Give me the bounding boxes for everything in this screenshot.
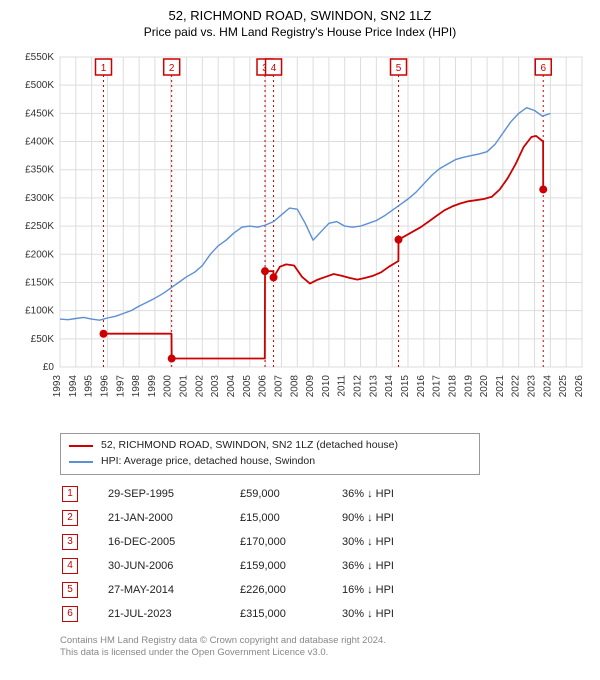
svg-text:1995: 1995: [84, 375, 95, 398]
svg-text:£250K: £250K: [25, 221, 54, 232]
svg-text:2018: 2018: [447, 375, 458, 398]
svg-text:4: 4: [271, 63, 277, 74]
svg-text:2001: 2001: [179, 375, 190, 398]
table-row: 2 21-JAN-2000£15,00090% ↓ HPI: [62, 507, 462, 529]
svg-text:2019: 2019: [463, 375, 474, 398]
transaction-number-box: 4: [62, 558, 78, 574]
svg-text:2023: 2023: [527, 375, 538, 398]
svg-text:2009: 2009: [305, 375, 316, 398]
price-chart: £0 £50K £100K £150K £200K £250K £300K £350K £400…: [12, 47, 588, 427]
legend-label: HPI: Average price, detached house, Swin…: [101, 454, 315, 470]
svg-text:2015: 2015: [400, 375, 411, 398]
table-row: 5 27-MAY-2014£226,00016% ↓ HPI: [62, 579, 462, 601]
svg-text:2: 2: [169, 63, 175, 74]
legend-label: 52, RICHMOND ROAD, SWINDON, SN2 1LZ (det…: [101, 438, 398, 454]
svg-text:2020: 2020: [479, 375, 490, 398]
transaction-date: 30-JUN-2006: [108, 555, 238, 577]
table-row: 3 16-DEC-2005£170,00030% ↓ HPI: [62, 531, 462, 553]
svg-text:1994: 1994: [68, 375, 79, 398]
transaction-number-box: 6: [62, 606, 78, 622]
legend-swatch: [69, 445, 93, 447]
svg-text:1999: 1999: [147, 375, 158, 398]
svg-text:2021: 2021: [495, 375, 506, 398]
transaction-date: 29-SEP-1995: [108, 483, 238, 505]
svg-text:1993: 1993: [52, 375, 63, 398]
transaction-price: £15,000: [240, 507, 340, 529]
transactions-table: 129-SEP-1995£59,00036% ↓ HPI221-JAN-2000…: [60, 481, 464, 627]
svg-text:2012: 2012: [353, 375, 364, 398]
transaction-price: £59,000: [240, 483, 340, 505]
svg-text:1998: 1998: [131, 375, 142, 398]
transaction-hpi-delta: 36% ↓ HPI: [342, 483, 462, 505]
chart-title: 52, RICHMOND ROAD, SWINDON, SN2 1LZ: [12, 8, 588, 23]
legend-swatch: [69, 461, 93, 463]
svg-text:£400K: £400K: [25, 137, 54, 148]
legend-item: 52, RICHMOND ROAD, SWINDON, SN2 1LZ (det…: [69, 438, 471, 454]
transaction-number-box: 2: [62, 510, 78, 526]
svg-text:£450K: £450K: [25, 108, 54, 119]
svg-text:£50K: £50K: [31, 334, 55, 345]
svg-text:1: 1: [101, 63, 107, 74]
chart-subtitle: Price paid vs. HM Land Registry's House …: [12, 25, 588, 39]
transaction-hpi-delta: 30% ↓ HPI: [342, 531, 462, 553]
transaction-price: £226,000: [240, 579, 340, 601]
transaction-hpi-delta: 16% ↓ HPI: [342, 579, 462, 601]
svg-text:2022: 2022: [511, 375, 522, 398]
footer-attribution: Contains HM Land Registry data © Crown c…: [60, 635, 588, 660]
svg-text:2014: 2014: [384, 375, 395, 398]
transaction-number-box: 1: [62, 486, 78, 502]
svg-text:1996: 1996: [99, 375, 110, 398]
svg-text:2016: 2016: [416, 375, 427, 398]
legend-item: HPI: Average price, detached house, Swin…: [69, 454, 471, 470]
svg-text:£150K: £150K: [25, 277, 54, 288]
svg-text:£300K: £300K: [25, 193, 54, 204]
svg-text:2006: 2006: [258, 375, 269, 398]
chart-area: £0 £50K £100K £150K £200K £250K £300K £350K £400…: [12, 47, 588, 427]
svg-text:2010: 2010: [321, 375, 332, 398]
transaction-date: 21-JAN-2000: [108, 507, 238, 529]
transaction-number-box: 5: [62, 582, 78, 598]
svg-text:2024: 2024: [542, 375, 553, 398]
transaction-hpi-delta: 30% ↓ HPI: [342, 603, 462, 625]
svg-text:2005: 2005: [242, 375, 253, 398]
transaction-date: 16-DEC-2005: [108, 531, 238, 553]
footer-line-1: Contains HM Land Registry data © Crown c…: [60, 635, 588, 647]
svg-text:2007: 2007: [273, 375, 284, 398]
svg-text:£100K: £100K: [25, 306, 54, 317]
transaction-date: 27-MAY-2014: [108, 579, 238, 601]
svg-text:5: 5: [396, 63, 402, 74]
svg-text:2008: 2008: [289, 375, 300, 398]
footer-line-2: This data is licensed under the Open Gov…: [60, 647, 588, 659]
svg-text:2025: 2025: [558, 375, 569, 398]
transaction-price: £159,000: [240, 555, 340, 577]
svg-text:2017: 2017: [432, 375, 443, 398]
svg-text:£350K: £350K: [25, 165, 54, 176]
table-row: 1 29-SEP-1995£59,00036% ↓ HPI: [62, 483, 462, 505]
transaction-date: 21-JUL-2023: [108, 603, 238, 625]
svg-text:2003: 2003: [210, 375, 221, 398]
table-row: 4 30-JUN-2006£159,00036% ↓ HPI: [62, 555, 462, 577]
svg-text:6: 6: [540, 63, 546, 74]
svg-text:2000: 2000: [163, 375, 174, 398]
svg-text:£500K: £500K: [25, 80, 54, 91]
transaction-price: £170,000: [240, 531, 340, 553]
legend: 52, RICHMOND ROAD, SWINDON, SN2 1LZ (det…: [60, 433, 480, 475]
svg-text:2011: 2011: [337, 375, 348, 397]
svg-text:£200K: £200K: [25, 249, 54, 260]
transaction-number-box: 3: [62, 534, 78, 550]
svg-text:2002: 2002: [194, 375, 205, 398]
svg-text:1997: 1997: [115, 375, 126, 398]
transaction-hpi-delta: 90% ↓ HPI: [342, 507, 462, 529]
svg-text:£550K: £550K: [25, 52, 54, 63]
transaction-hpi-delta: 36% ↓ HPI: [342, 555, 462, 577]
svg-text:£0: £0: [43, 362, 55, 373]
table-row: 6 21-JUL-2023£315,00030% ↓ HPI: [62, 603, 462, 625]
svg-text:2026: 2026: [574, 375, 585, 398]
svg-text:2004: 2004: [226, 375, 237, 398]
transaction-price: £315,000: [240, 603, 340, 625]
svg-text:2013: 2013: [368, 375, 379, 398]
